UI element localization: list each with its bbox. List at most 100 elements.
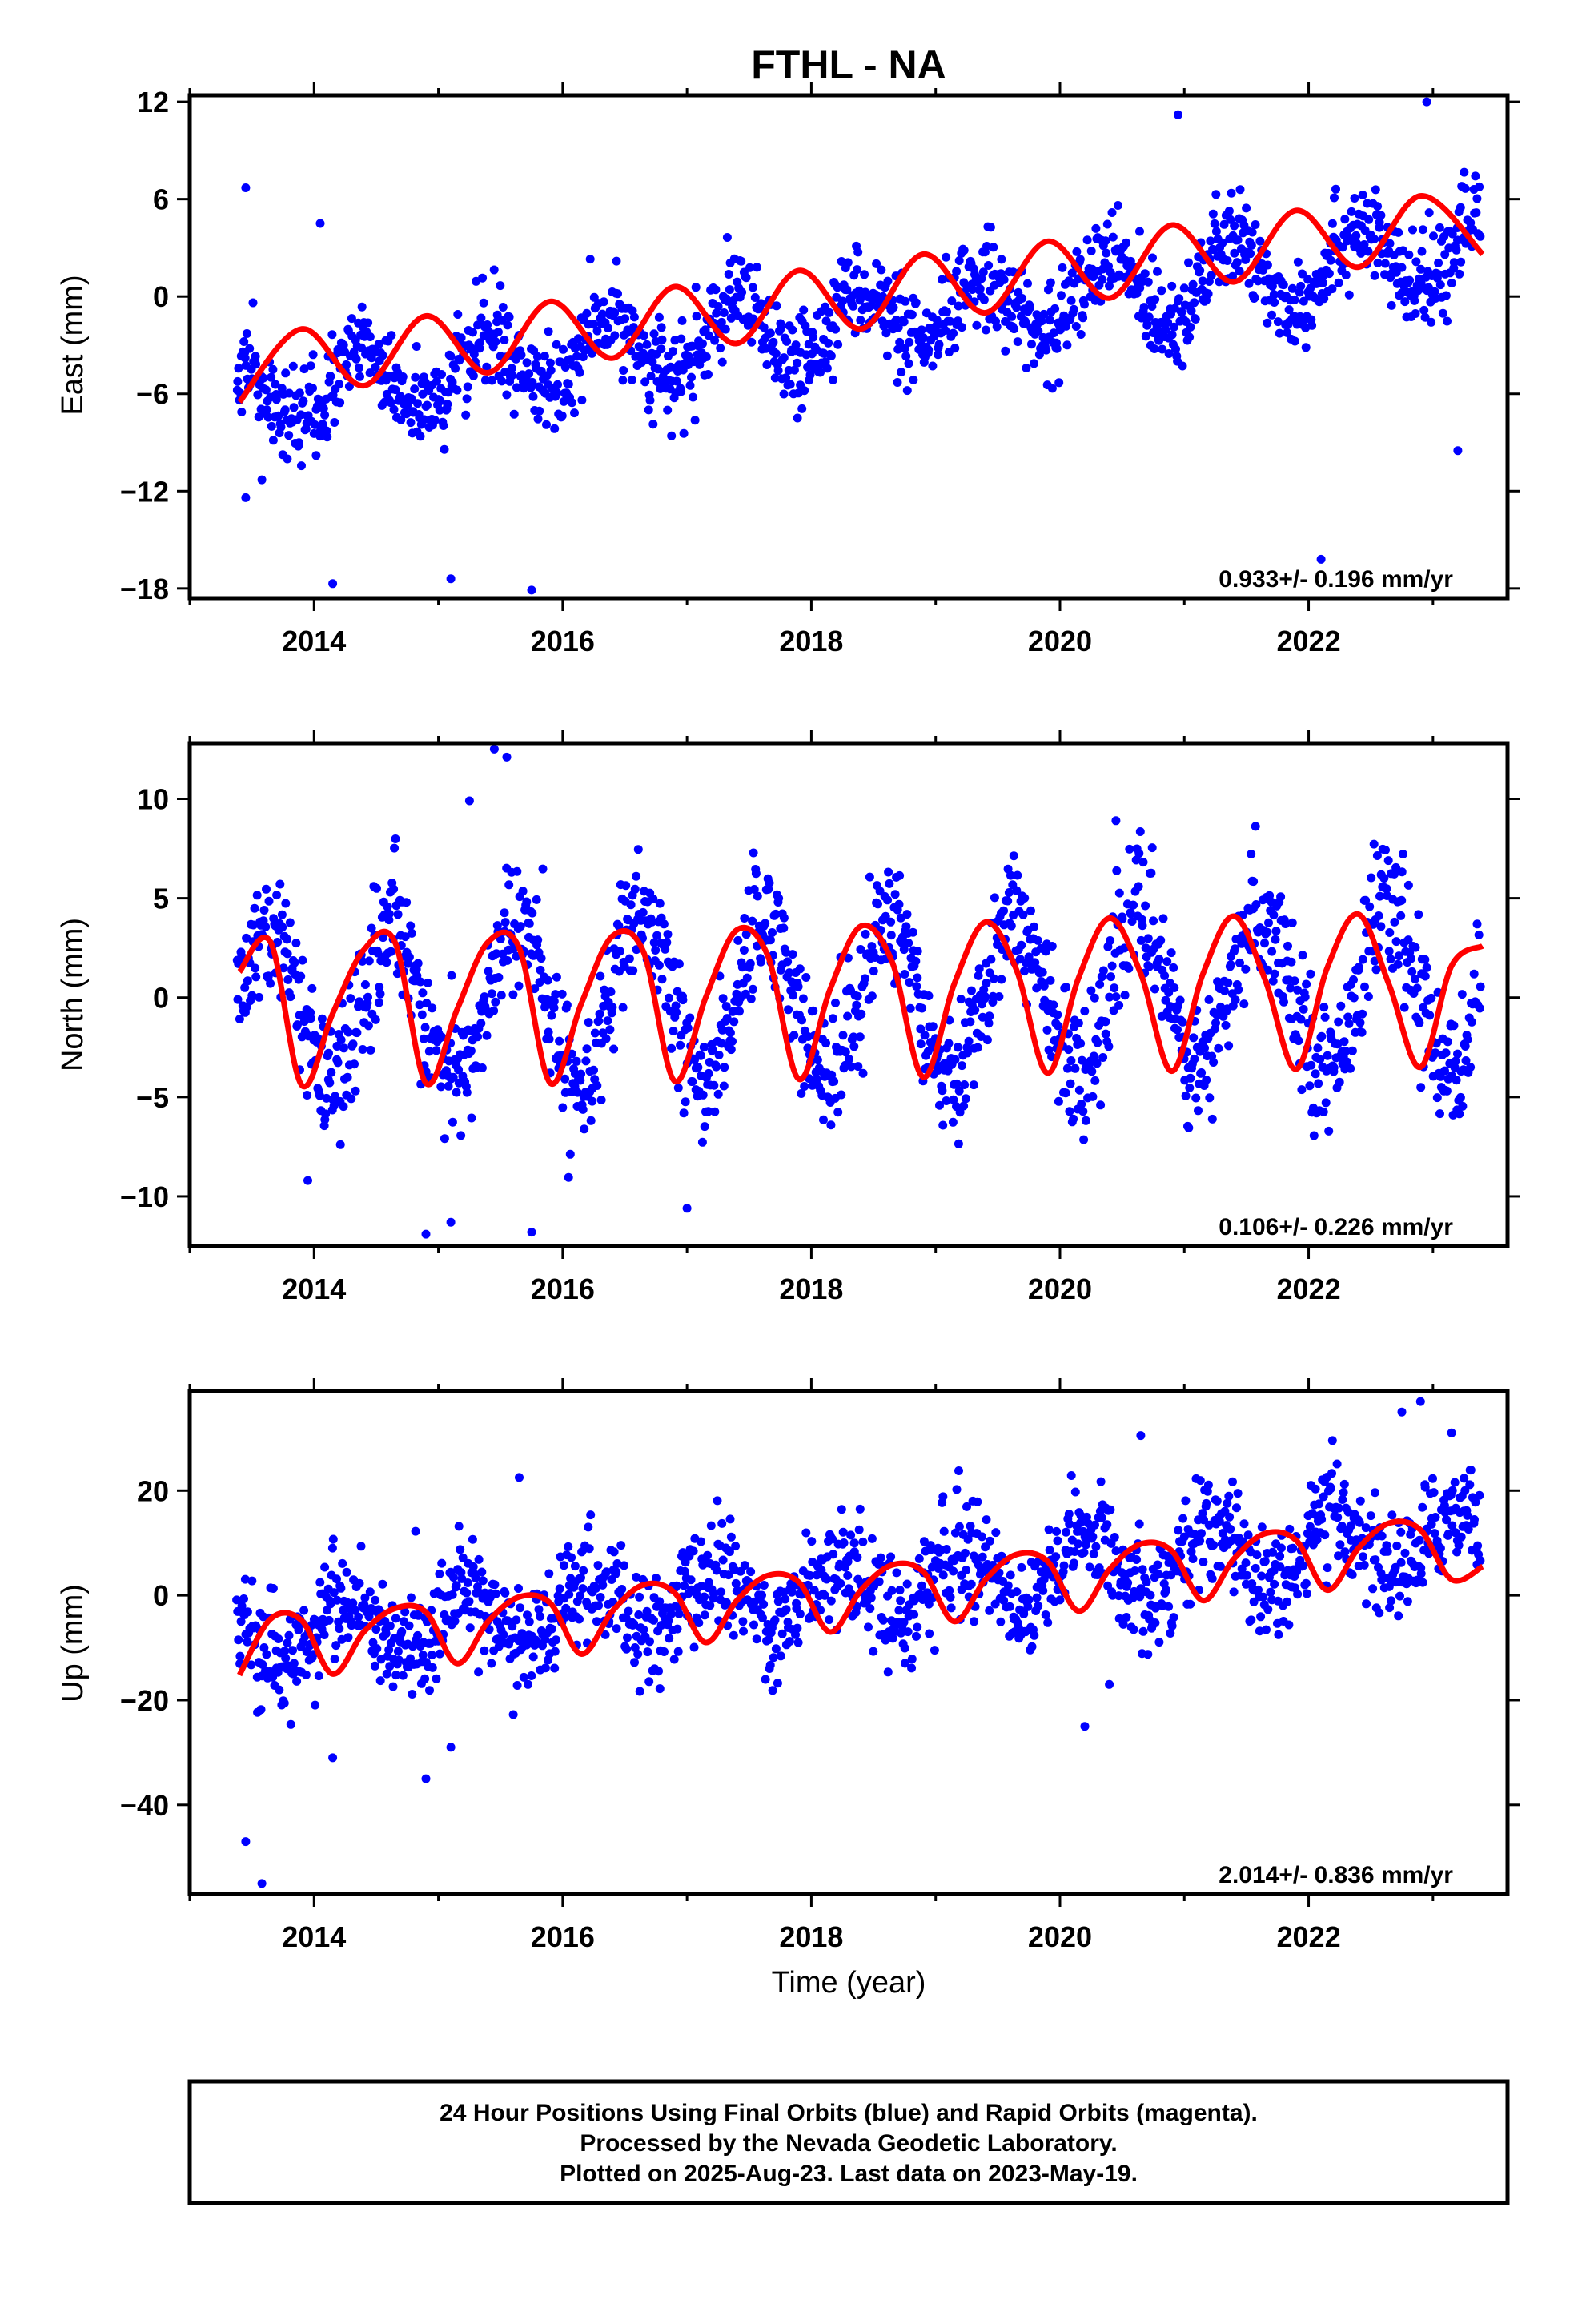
east-data-point	[881, 328, 891, 338]
east-data-point	[1456, 203, 1465, 212]
north-data-point	[1178, 1017, 1187, 1027]
east-data-point	[644, 405, 653, 415]
east-data-point	[1171, 344, 1180, 354]
north-data-point	[1207, 1114, 1217, 1124]
north-data-point	[1323, 1051, 1332, 1060]
up-data-point	[746, 1567, 756, 1577]
north-data-point	[746, 994, 756, 1003]
east-data-point	[656, 344, 666, 354]
north-outlier-point	[303, 1176, 312, 1185]
east-data-point	[1075, 255, 1085, 264]
up-data-point	[280, 1647, 290, 1656]
up-data-point	[1383, 1546, 1392, 1556]
east-data-point	[648, 420, 658, 429]
north-data-point	[735, 1007, 744, 1016]
north-data-point	[721, 1002, 731, 1011]
up-data-point	[435, 1569, 444, 1578]
up-data-point	[773, 1679, 782, 1688]
up-data-point	[717, 1587, 726, 1597]
up-data-point	[1332, 1459, 1342, 1469]
east-data-point	[1455, 269, 1464, 279]
up-data-point	[665, 1634, 674, 1643]
up-data-point	[1154, 1638, 1164, 1647]
east-data-point	[572, 352, 581, 361]
up-data-point	[432, 1674, 441, 1683]
east-data-point	[907, 310, 917, 320]
north-data-point	[959, 1101, 969, 1111]
north-data-point	[1095, 979, 1105, 989]
north-data-point	[522, 897, 532, 907]
up-data-point	[1195, 1536, 1205, 1546]
up-data-point	[660, 1647, 669, 1656]
east-data-point	[522, 358, 532, 368]
east-data-point	[308, 350, 318, 360]
up-data-point	[709, 1590, 719, 1598]
north-data-point	[884, 867, 893, 877]
up-data-point	[787, 1587, 797, 1597]
north-data-point	[1169, 963, 1178, 972]
up-data-point	[600, 1630, 610, 1639]
up-data-point	[686, 1575, 696, 1585]
north-data-point	[390, 843, 400, 853]
east-data-point	[959, 246, 969, 255]
north-data-point	[551, 990, 560, 999]
east-data-point	[679, 428, 689, 438]
up-data-point	[639, 1625, 648, 1634]
up-data-point	[1293, 1590, 1303, 1599]
north-data-point	[1305, 1081, 1315, 1091]
north-data-point	[1456, 1092, 1465, 1102]
east-data-point	[904, 359, 913, 368]
up-data-point	[468, 1534, 477, 1544]
east-data-point	[1373, 202, 1383, 211]
north-data-point	[1361, 895, 1371, 905]
north-data-point	[1475, 1003, 1484, 1013]
east-data-point	[893, 344, 903, 354]
north-data-point	[1299, 1004, 1308, 1014]
north-data-point	[674, 959, 684, 969]
north-data-point	[418, 988, 428, 998]
up-data-point	[1284, 1620, 1294, 1630]
north-data-point	[335, 1140, 345, 1149]
up-data-point	[978, 1552, 987, 1562]
north-data-point	[436, 1082, 446, 1092]
east-data-point	[259, 373, 268, 383]
north-data-point	[1457, 990, 1467, 999]
north-data-point	[296, 971, 306, 981]
north-data-point	[1453, 1049, 1462, 1059]
north-data-point	[1435, 1109, 1444, 1119]
east-data-point	[1430, 287, 1439, 296]
up-data-point	[1218, 1529, 1227, 1538]
north-data-point	[1118, 914, 1127, 923]
up-data-point	[1439, 1501, 1449, 1510]
east-x-tick-label: 2014	[282, 625, 346, 657]
up-data-point	[633, 1650, 643, 1659]
east-data-point	[1290, 295, 1299, 304]
east-data-point	[439, 421, 448, 430]
east-data-point	[493, 328, 503, 336]
up-data-point	[950, 1528, 960, 1538]
up-data-point	[1254, 1585, 1263, 1594]
up-data-point	[1260, 1557, 1270, 1566]
north-data-point	[558, 1103, 568, 1112]
up-outlier-point	[328, 1753, 338, 1763]
up-data-point	[1216, 1562, 1225, 1571]
up-data-point	[1224, 1491, 1234, 1501]
up-data-point	[894, 1606, 904, 1615]
up-data-point	[393, 1647, 403, 1656]
up-data-point	[1241, 1558, 1251, 1568]
north-data-point	[1078, 1055, 1086, 1065]
north-data-point	[809, 1006, 818, 1015]
east-data-point	[620, 314, 630, 324]
north-data-point	[1309, 1131, 1319, 1140]
up-data-point	[1085, 1562, 1094, 1572]
north-data-point	[565, 1149, 575, 1159]
up-data-point	[247, 1660, 256, 1670]
east-data-point	[1324, 269, 1334, 279]
north-data-point	[728, 1037, 737, 1046]
up-data-point	[903, 1627, 913, 1637]
up-data-point	[1019, 1610, 1029, 1618]
north-data-point	[1466, 1063, 1476, 1072]
east-data-point	[233, 376, 243, 386]
